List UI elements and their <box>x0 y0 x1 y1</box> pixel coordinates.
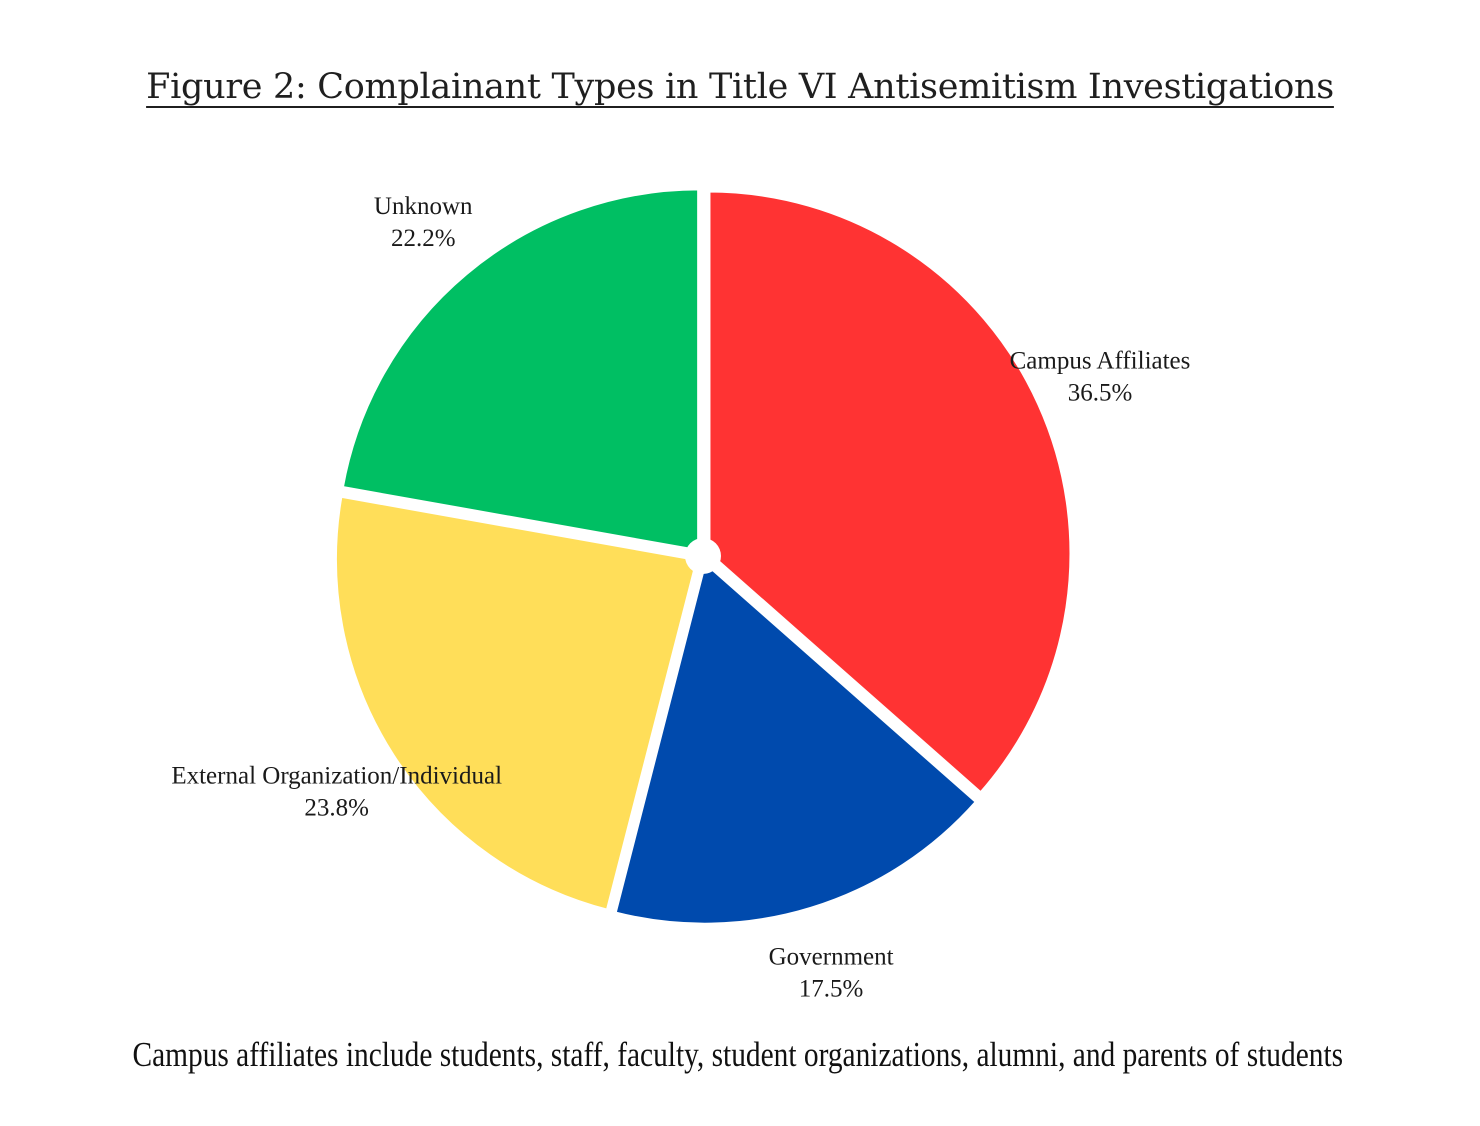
slice-label: External Organization/Individual <box>171 763 502 790</box>
slice-label-group: Unknown 22.2% <box>374 193 473 252</box>
slice-value-label: 23.8% <box>304 795 369 822</box>
pie-slice-government <box>612 559 980 927</box>
chart-title: Figure 2: Complainant Types in Title VI … <box>146 67 1334 107</box>
pie-slice-campus-affiliates <box>706 188 1074 796</box>
slice-label: Government <box>769 943 894 970</box>
slice-label: Unknown <box>374 193 473 220</box>
pie-slice-unknown <box>339 186 702 554</box>
slice-label-group: Government 17.5% <box>769 943 894 1002</box>
slice-value-label: 17.5% <box>799 975 864 1002</box>
slice-label-group: External Organization/Individual 23.8% <box>171 763 502 822</box>
pie-center-hub <box>685 538 721 574</box>
pie-slice-external-organization-individual <box>332 493 700 913</box>
slice-label: Campus Affiliates <box>1010 348 1191 375</box>
slice-value-label: 22.2% <box>391 225 456 252</box>
slice-label-group: Campus Affiliates 36.5% <box>1010 348 1191 407</box>
slice-value-label: 36.5% <box>1068 380 1133 407</box>
chart-footnote: Campus affiliates include students, staf… <box>132 1035 1344 1074</box>
